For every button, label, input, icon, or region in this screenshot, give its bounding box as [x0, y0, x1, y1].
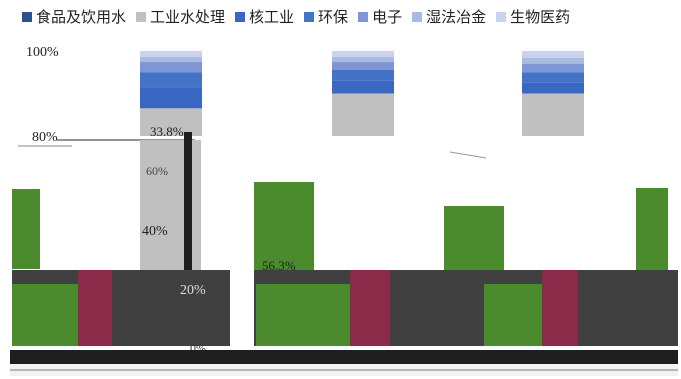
- bar-segment: [332, 69, 394, 81]
- y-tick-label: 60%: [146, 164, 168, 178]
- legend-label: 工业水处理: [150, 8, 226, 26]
- bar-segment: [522, 72, 584, 83]
- bar-segment: [522, 82, 584, 94]
- bar-fragment: [12, 284, 80, 346]
- bar-fragment: [254, 182, 314, 270]
- glitch-band: [10, 350, 678, 364]
- legend-swatch: [304, 11, 315, 22]
- legend-item: 工业水处理: [136, 6, 225, 27]
- legend-label: 生物医药: [510, 8, 571, 26]
- glitch-line: [449, 151, 487, 159]
- bar-segment: [140, 72, 202, 88]
- bar-fragment: [542, 270, 578, 346]
- y-tick-label: 40%: [142, 224, 168, 239]
- data-label: 33.8%: [150, 124, 184, 139]
- legend-label: 食品及饮用水: [36, 8, 127, 26]
- bar-segment: [522, 57, 584, 64]
- bar-segment: [332, 51, 394, 57]
- y-tick-label: 100%: [26, 45, 59, 60]
- bar-segment: [332, 93, 394, 136]
- legend-item: 生物医药: [496, 6, 570, 27]
- y-tick-label: 20%: [180, 283, 206, 298]
- bar-fragment: [636, 188, 668, 270]
- data-label: 56.3%: [262, 258, 296, 273]
- bar-fragment: [78, 270, 112, 346]
- bar-segment: [522, 51, 584, 58]
- legend-swatch: [412, 11, 423, 22]
- bar-segment: [332, 62, 394, 70]
- bar-fragment: [484, 284, 542, 346]
- bar-segment: [140, 62, 202, 73]
- glitch-bar: [184, 132, 192, 270]
- bar-fragment: [350, 270, 390, 346]
- bar-fragment: [256, 284, 352, 346]
- legend-item: 环保: [304, 6, 348, 27]
- legend-item: 电子: [358, 6, 402, 27]
- legend-item: 湿法冶金: [412, 6, 486, 27]
- legend-swatch: [496, 11, 507, 22]
- legend-label: 电子: [372, 8, 403, 26]
- bar-segment: [140, 108, 202, 136]
- y-tick-label: 80%: [32, 130, 58, 145]
- bar-segment: [522, 93, 584, 136]
- legend-label: 环保: [318, 8, 349, 26]
- legend-swatch: [358, 11, 369, 22]
- legend-swatch: [22, 11, 32, 22]
- legend-label: 核工业: [249, 8, 295, 26]
- bar-segment: [332, 56, 394, 63]
- legend: 食品及饮用水 工业水处理 核工业 环保 电子 湿法冶金 生物医药: [22, 6, 580, 27]
- bar-segment: [140, 87, 202, 109]
- bar-segment: [332, 80, 394, 94]
- legend-swatch: [136, 11, 147, 22]
- bar-fragment: [12, 189, 40, 269]
- legend-item: 食品及饮用水: [22, 6, 126, 27]
- legend-item: 核工业: [235, 6, 294, 27]
- bar-segment: [140, 51, 202, 57]
- legend-swatch: [235, 11, 246, 22]
- bar-fragment: [444, 206, 504, 270]
- bar-segment: [522, 63, 584, 73]
- legend-label: 湿法冶金: [426, 8, 487, 26]
- bar-segment: [140, 56, 202, 63]
